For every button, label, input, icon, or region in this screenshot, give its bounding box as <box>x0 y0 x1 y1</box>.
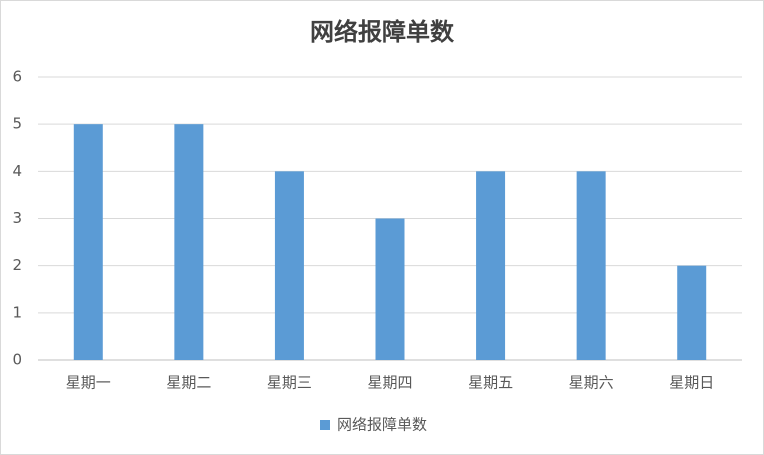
bar <box>274 171 304 360</box>
y-tick-label: 4 <box>12 162 22 180</box>
y-tick-label: 5 <box>12 115 22 133</box>
bar <box>677 265 707 360</box>
y-tick-label: 1 <box>12 303 22 321</box>
legend-label: 网络报障单数 <box>337 416 427 434</box>
legend-swatch <box>320 420 330 430</box>
y-tick-label: 2 <box>12 256 22 274</box>
x-tick-label: 星期日 <box>669 374 714 392</box>
bar <box>375 218 405 360</box>
bar <box>73 124 103 361</box>
x-tick-label: 星期四 <box>367 374 412 392</box>
bar <box>576 171 606 360</box>
x-tick-label: 星期六 <box>569 374 614 392</box>
x-tick-label: 星期一 <box>66 374 111 392</box>
chart-title: 网络报障单数 <box>310 18 455 46</box>
y-tick-label: 0 <box>12 351 22 369</box>
bar <box>476 171 506 360</box>
y-tick-label: 6 <box>12 68 22 86</box>
y-tick-label: 3 <box>12 209 22 227</box>
x-tick-label: 星期二 <box>166 374 211 392</box>
bar <box>174 124 204 361</box>
x-tick-label: 星期五 <box>468 374 513 392</box>
x-tick-label: 星期三 <box>267 374 312 392</box>
